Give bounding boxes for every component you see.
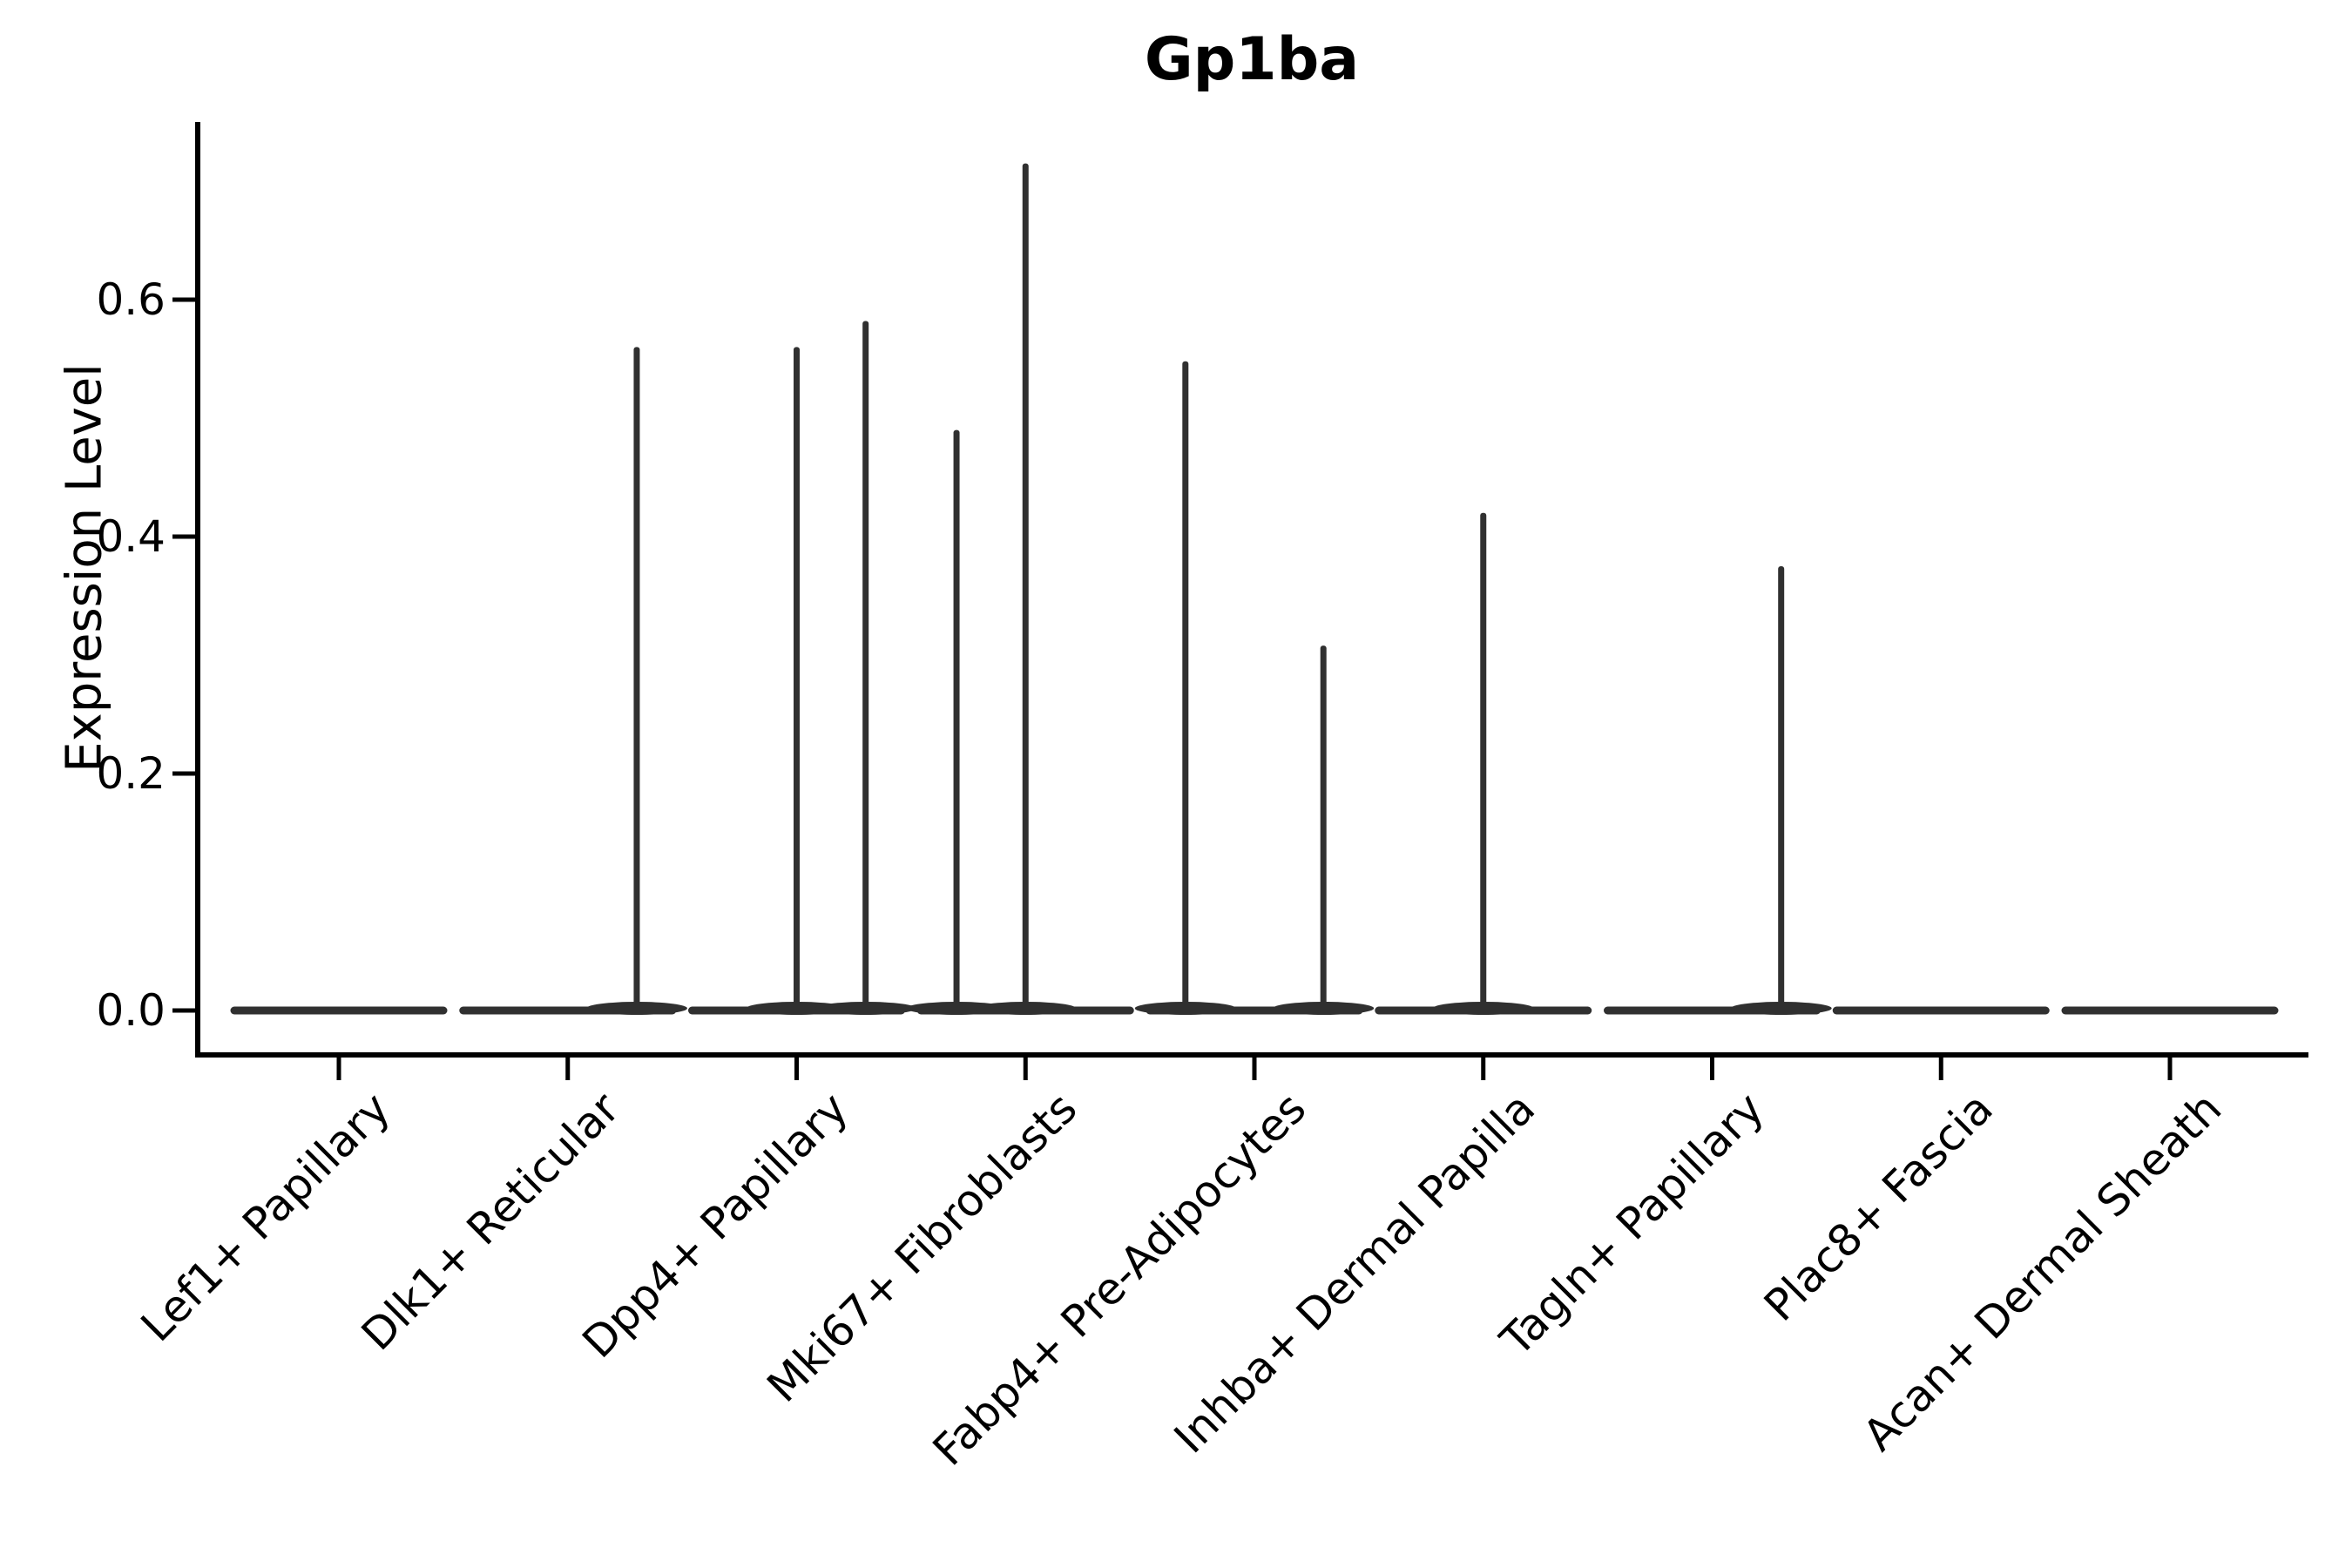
y-tick-label: 0.0 bbox=[96, 985, 166, 1036]
chart-title: Gp1ba bbox=[1144, 25, 1360, 94]
y-tick-label: 0.4 bbox=[96, 511, 166, 562]
violin-spike bbox=[794, 347, 800, 1010]
violin-spike bbox=[953, 429, 960, 1011]
y-tick-label: 0.6 bbox=[96, 274, 166, 325]
violin-spike bbox=[1320, 645, 1327, 1010]
violin-spike bbox=[1480, 512, 1487, 1010]
violin-spike bbox=[633, 347, 640, 1010]
y-tick-label: 0.2 bbox=[96, 748, 166, 799]
violin-spike bbox=[1182, 361, 1189, 1011]
y-axis-label: Expression Level bbox=[56, 363, 113, 773]
violin-spike bbox=[862, 321, 869, 1011]
violin-spike bbox=[1778, 566, 1785, 1010]
violin-spike bbox=[1022, 163, 1029, 1011]
